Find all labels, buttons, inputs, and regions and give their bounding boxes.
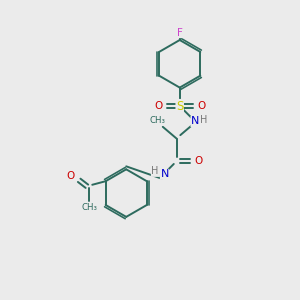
Text: O: O — [195, 156, 203, 166]
Text: N: N — [160, 169, 169, 179]
Text: F: F — [177, 28, 183, 38]
Text: O: O — [154, 101, 162, 111]
Text: O: O — [197, 101, 205, 111]
Text: CH₃: CH₃ — [81, 202, 97, 211]
Text: H: H — [152, 167, 159, 176]
Text: S: S — [176, 100, 183, 112]
Text: N: N — [191, 116, 200, 127]
Text: CH₃: CH₃ — [150, 116, 166, 125]
Text: H: H — [200, 115, 208, 125]
Text: O: O — [67, 172, 75, 182]
